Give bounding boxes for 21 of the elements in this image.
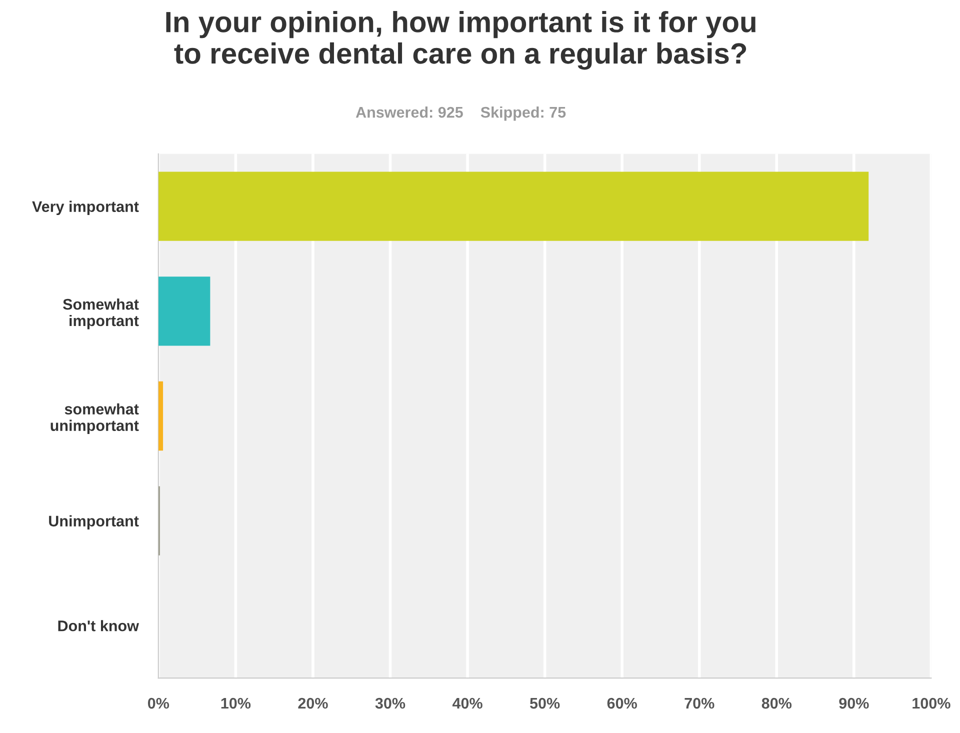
x-tick-label: 50% <box>530 698 560 709</box>
bar <box>158 381 164 451</box>
chart-subtitle: Answered: 925 Skipped: 75 <box>356 106 566 121</box>
x-tick-label: 10% <box>221 698 251 709</box>
y-tick-label: somewhat unimportant <box>50 403 139 434</box>
bar <box>158 172 869 241</box>
x-tick-label: 0% <box>148 698 170 709</box>
x-tick-label: 100% <box>912 698 950 709</box>
x-tick-label: 20% <box>298 698 328 709</box>
chart-title: In your opinion, how important is it for you to receive dental care on a regular basis? <box>166 10 756 70</box>
x-tick-label: 40% <box>452 698 482 709</box>
y-tick-label: Unimportant <box>49 515 139 530</box>
x-tick-label: 30% <box>375 698 406 709</box>
x-tick-label: 70% <box>684 698 714 709</box>
y-tick-label: Somewhat important <box>62 298 139 330</box>
x-tick-label: 90% <box>839 698 869 709</box>
y-tick-label: Very important <box>32 200 139 216</box>
bar <box>158 276 210 346</box>
x-tick-label: 80% <box>762 698 792 709</box>
y-tick-label: Don't know <box>58 620 139 632</box>
x-tick-label: 60% <box>607 698 637 709</box>
